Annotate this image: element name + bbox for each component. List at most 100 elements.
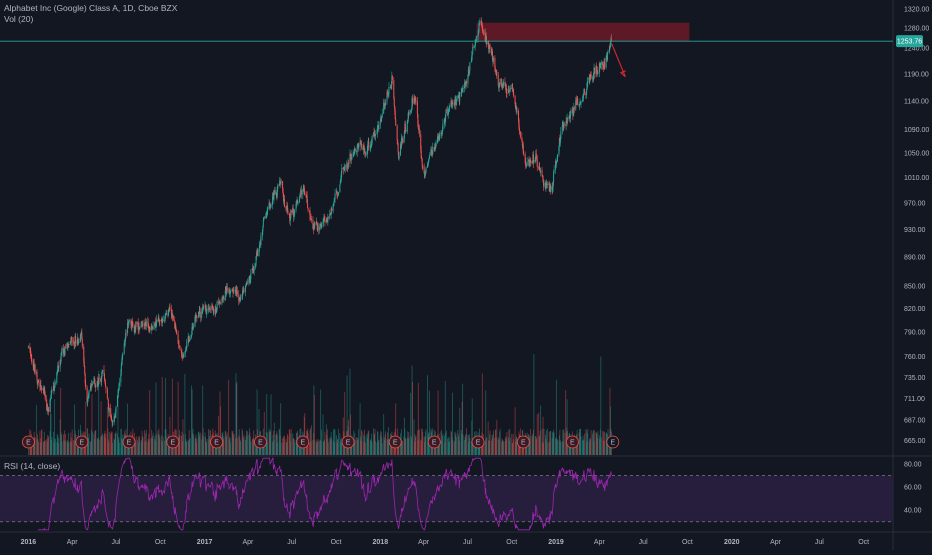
- candle-body: [556, 161, 558, 163]
- candle-body: [258, 248, 260, 257]
- candle-body: [212, 307, 214, 312]
- time-tick-label: Jul: [287, 539, 296, 546]
- volume-bar: [209, 430, 211, 455]
- volume-bar: [85, 401, 87, 455]
- candle-body: [589, 74, 591, 78]
- volume-bar: [120, 429, 122, 455]
- volume-bar: [543, 428, 545, 455]
- candle-body: [249, 279, 251, 280]
- candle-body: [505, 88, 507, 94]
- volume-bar: [370, 439, 372, 455]
- volume-bar: [110, 433, 112, 455]
- volume-bar: [104, 438, 106, 455]
- candle-body: [185, 347, 187, 351]
- candle-body: [313, 223, 315, 231]
- volume-bar: [586, 441, 588, 455]
- candle-body: [339, 184, 341, 192]
- candle-body: [250, 273, 252, 280]
- volume-bar: [491, 434, 493, 455]
- volume-bar: [290, 429, 292, 455]
- volume-bar: [467, 442, 469, 455]
- candle-body: [30, 357, 32, 359]
- volume-bar: [337, 428, 339, 455]
- candle-body: [447, 112, 449, 116]
- candle-body: [485, 35, 487, 44]
- volume-bar: [304, 413, 306, 455]
- candle-body: [403, 130, 405, 139]
- candle-body: [67, 344, 69, 346]
- volume-bar: [459, 407, 461, 455]
- volume-bar: [288, 429, 290, 455]
- candle-body: [297, 200, 299, 203]
- candle-body: [424, 173, 426, 178]
- volume-bar: [498, 436, 500, 455]
- volume-bar: [465, 434, 467, 455]
- candle-body: [461, 90, 463, 93]
- volume-bar: [321, 429, 323, 455]
- candle-body: [378, 124, 380, 129]
- volume-bar: [602, 430, 604, 455]
- earnings-marker: E: [22, 435, 35, 449]
- candle-body: [196, 316, 198, 318]
- volume-bar: [418, 429, 420, 455]
- candle-body: [403, 138, 405, 143]
- candle-body: [597, 73, 599, 74]
- volume-bar: [115, 431, 117, 455]
- candle-body: [104, 381, 106, 387]
- candle-body: [529, 163, 531, 165]
- candle-body: [265, 213, 267, 217]
- candle-body: [128, 320, 130, 323]
- volume-bar: [202, 428, 204, 455]
- candle-body: [78, 342, 80, 343]
- volume-bar: [37, 439, 39, 455]
- candle-body: [580, 103, 582, 104]
- candle-body: [394, 110, 396, 120]
- volume-bar: [467, 434, 469, 455]
- volume-bar: [60, 387, 62, 455]
- volume-bar: [603, 431, 605, 455]
- candle-body: [106, 389, 108, 399]
- candle-body: [60, 353, 62, 362]
- candle-body: [302, 189, 304, 195]
- candle-body: [270, 206, 272, 208]
- candle-body: [125, 332, 127, 338]
- volume-bar: [57, 442, 59, 455]
- volume-bar: [400, 441, 402, 455]
- candle-body: [599, 63, 601, 67]
- candle-body: [374, 134, 376, 136]
- candle-body: [442, 123, 444, 131]
- volume-bar: [334, 429, 336, 455]
- candle-body: [135, 321, 137, 330]
- volume-bar: [337, 439, 338, 455]
- candle-body: [380, 116, 382, 121]
- candle-body: [286, 205, 288, 211]
- volume-bar: [387, 440, 389, 455]
- volume-bar: [143, 430, 145, 455]
- volume-bar: [94, 430, 96, 455]
- candle-body: [316, 222, 318, 223]
- axes: 665.00 687.00 711.00 735.00 760.00 790.00 820.…: [21, 6, 930, 546]
- volume-bar: [398, 441, 400, 455]
- candle-body: [40, 385, 42, 387]
- candle-body: [307, 203, 309, 209]
- volume-bar: [374, 433, 375, 455]
- candle-body: [294, 210, 296, 215]
- volume-bar: [277, 442, 279, 455]
- candle-body: [226, 287, 228, 291]
- earnings-marker: E: [296, 435, 310, 449]
- volume-bar: [542, 416, 544, 455]
- volume-bar: [336, 442, 338, 455]
- candle-body: [111, 419, 113, 423]
- volume-bar: [181, 431, 183, 455]
- candle-body: [607, 51, 609, 53]
- candle-body: [462, 89, 464, 91]
- candle-body: [120, 373, 122, 383]
- volume-bar: [403, 417, 405, 455]
- candle-body: [536, 157, 538, 159]
- volume-bar: [402, 440, 403, 455]
- volume-bar: [424, 436, 426, 455]
- time-tick-label: Jul: [112, 539, 121, 546]
- candle-body: [556, 154, 558, 162]
